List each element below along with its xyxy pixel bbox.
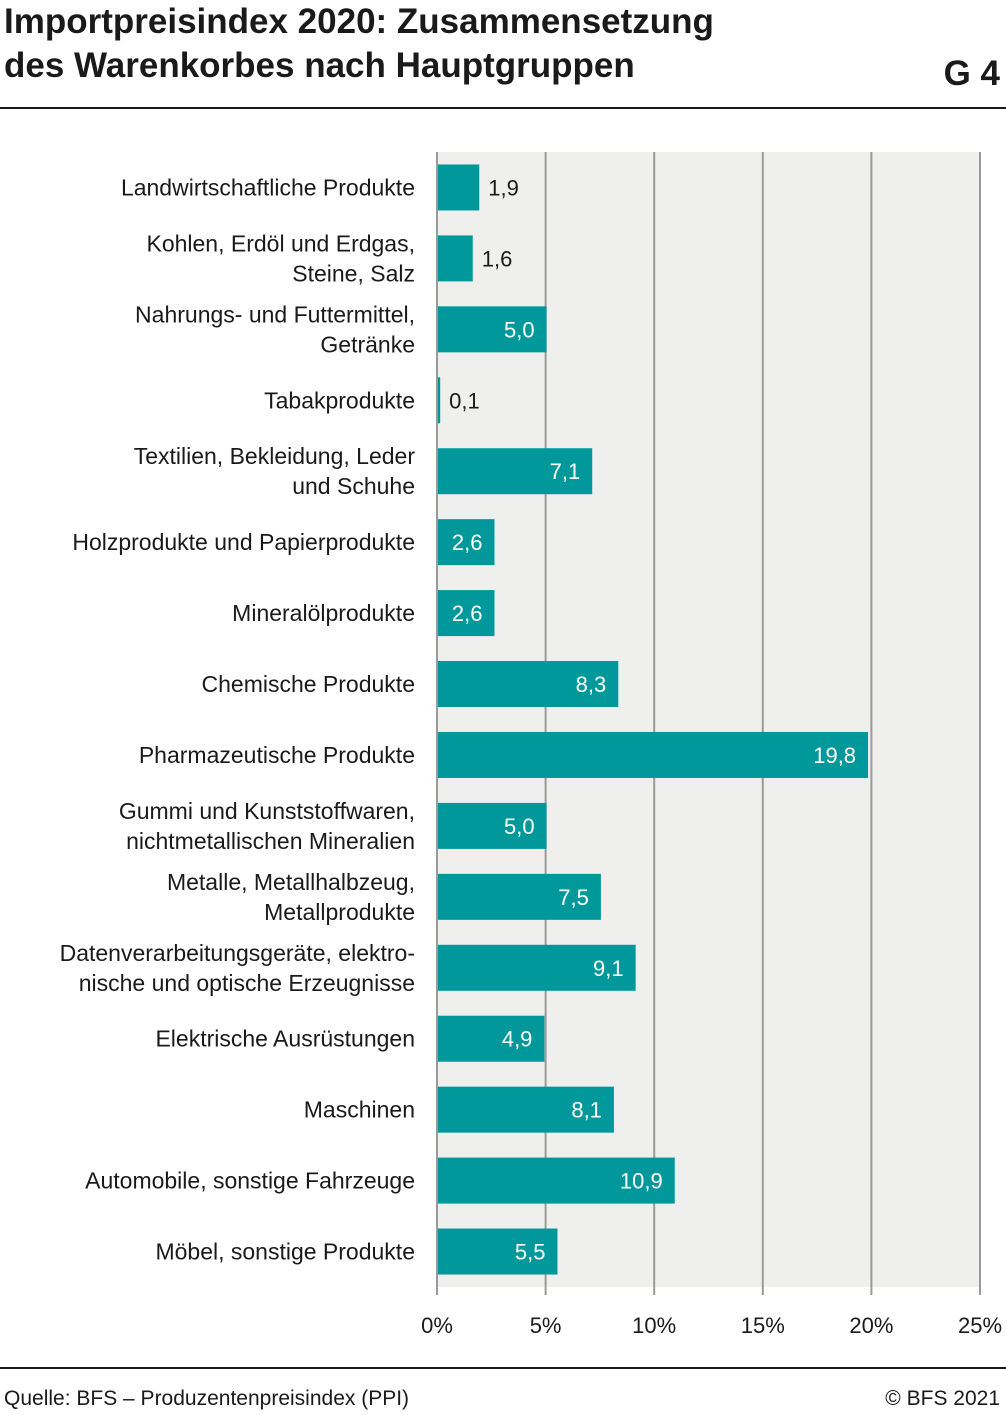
bar [438,235,473,282]
data-label: 2,6 [452,601,483,626]
chart-title-line-2: des Warenkorbes nach Hauptgruppen [4,46,635,85]
bar [438,731,869,778]
bar [438,590,495,637]
chart-title: Importpreisindex 2020: Zusammensetzung d… [4,0,904,88]
data-label: 4,9 [502,1027,533,1052]
copyright-note: © BFS 2021 [885,1387,1000,1410]
bar [438,1086,614,1133]
data-label: 5,0 [504,814,535,839]
category-label: Gummi und Kunststoffwaren, [119,798,415,824]
category-label: nichtmetallischen Mineralien [126,828,415,854]
category-label: Maschinen [304,1097,415,1123]
bar-chart: 0% 5% 10% 15% 20% 25% Landwirtschaftliche Prod… [60,152,1002,1338]
bar [438,1157,675,1204]
category-label: Nahrungs- und Futtermittel, [135,301,415,327]
category-label: und Schuhe [292,473,415,499]
data-label: 2,6 [452,530,483,555]
chart-title-line-1: Importpreisindex 2020: Zusammensetzung [4,2,714,41]
category-label: Metalle, Metallhalbzeug, [167,869,415,895]
x-tick-label: 5% [530,1313,562,1338]
header-rule [0,107,1006,109]
category-label: Automobile, sonstige Fahrzeuge [85,1168,415,1194]
data-label: 1,6 [482,246,513,271]
footer-rule [0,1367,1006,1369]
category-label: Metallprodukte [264,899,415,925]
category-label: Textilien, Bekleidung, Leder [134,443,416,469]
category-label: Landwirtschaftliche Produkte [121,174,415,200]
x-tick-label: 15% [741,1313,785,1338]
bar [438,306,547,353]
category-label: Getränke [320,331,415,357]
category-label: Mineralölprodukte [232,600,415,626]
x-tick-label: 10% [632,1313,676,1338]
bar [438,661,619,708]
bar [438,377,441,424]
category-label: Datenverarbeitungsgeräte, elektro- [60,940,415,966]
data-label: 10,9 [620,1169,663,1194]
chart-number: G 4 [943,54,1000,93]
bar [438,1015,545,1062]
category-label: Pharmazeutische Produkte [139,742,415,768]
source-note: Quelle: BFS – Produzentenpreisindex (PPI… [4,1387,410,1410]
bar [438,164,480,211]
data-label: 7,1 [550,459,581,484]
category-label: Steine, Salz [292,260,415,286]
category-label: Möbel, sonstige Produkte [155,1239,415,1265]
category-label: Holzprodukte und Papierprodukte [72,529,415,555]
data-label: 5,5 [515,1240,546,1265]
category-label: Chemische Produkte [202,671,416,697]
data-label: 19,8 [813,743,856,768]
bar [438,802,547,849]
data-label: 8,3 [576,672,607,697]
bar [438,944,636,991]
data-label: 1,9 [488,175,519,200]
bar [438,519,495,566]
x-tick-label: 0% [421,1313,453,1338]
x-tick-label: 25% [958,1313,1002,1338]
data-label: 8,1 [571,1098,602,1123]
bar [438,448,593,495]
data-label: 9,1 [593,956,624,981]
bar [438,1228,558,1275]
category-label: nische und optische Erzeugnisse [79,970,415,996]
category-label: Kohlen, Erdöl und Erdgas, [146,230,415,256]
x-tick-label: 20% [849,1313,893,1338]
category-label: Tabakprodukte [264,387,415,413]
data-label: 7,5 [558,885,589,910]
category-label: Elektrische Ausrüstungen [155,1026,415,1052]
data-label: 0,1 [449,388,480,413]
bar [438,873,601,920]
data-label: 5,0 [504,317,535,342]
